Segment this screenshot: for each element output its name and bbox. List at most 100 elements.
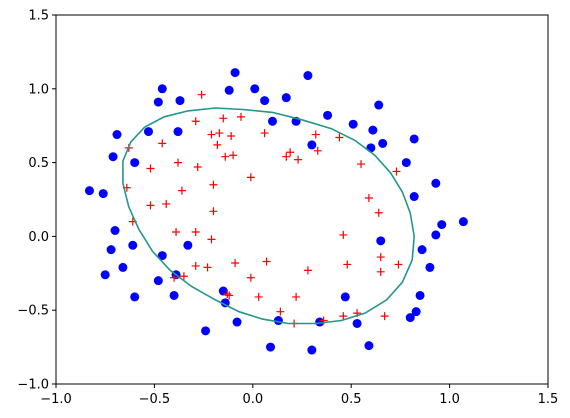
y-axis: −1.0 −0.5 0.0 0.5 1.0 1.5: [17, 9, 56, 393]
scatter-point-circle: [98, 189, 108, 199]
scatter-point-plus: [191, 117, 200, 126]
scatter-point-plus: [197, 90, 206, 99]
scatter-point-plus: [339, 230, 348, 239]
scatter-point-plus: [343, 260, 352, 269]
scatter-point-plus: [236, 112, 245, 121]
scatter-point-circle: [130, 292, 140, 302]
scatter-point-circle: [409, 134, 419, 144]
scatter-point-plus: [276, 307, 285, 316]
scatter-point-plus: [262, 257, 271, 266]
scatter-point-plus: [209, 207, 218, 216]
scatter-point-circle: [307, 345, 317, 355]
scatter-point-plus: [260, 129, 269, 138]
scatter-point-circle: [183, 240, 193, 250]
scatter-point-circle: [458, 217, 468, 227]
scatter-point-plus: [213, 140, 222, 149]
x-tick-label: 0.5: [341, 392, 362, 407]
scatter-point-circle: [409, 192, 419, 202]
scatter-point-circle: [366, 143, 376, 153]
scatter-point-circle: [364, 341, 374, 351]
scatter-point-plus: [292, 292, 301, 301]
scatter-point-circle: [425, 262, 435, 272]
y-tick-label: −1.0: [17, 378, 49, 393]
scatter-point-circle: [348, 119, 358, 129]
scatter-point-plus: [225, 291, 234, 300]
scatter-point-plus: [193, 163, 202, 172]
scatter-point-circle: [266, 342, 276, 352]
scatter-point-circle: [411, 307, 421, 317]
scatter-point-circle: [173, 127, 183, 137]
scatter-point-plus: [191, 227, 200, 236]
scatter-point-plus: [335, 133, 344, 142]
scatter-point-circle: [118, 262, 128, 272]
scatter-point-circle: [153, 97, 163, 107]
scatter-point-plus: [179, 272, 188, 281]
scatter-point-circle: [417, 245, 427, 255]
scatter-point-plus: [203, 263, 212, 272]
scatter-point-circle: [260, 96, 270, 106]
scatter-point-plus: [380, 312, 389, 321]
scatter-point-plus: [207, 130, 216, 139]
scatter-point-circle: [405, 313, 415, 323]
scatter-point-plus: [219, 114, 228, 123]
scatter-point-circle: [169, 290, 179, 300]
x-tick-label: 1.5: [538, 392, 559, 407]
scatter-point-circle: [281, 93, 291, 103]
scatter-point-plus: [191, 261, 200, 270]
scatter-point-plus: [227, 132, 236, 141]
scatter-point-plus: [313, 146, 322, 155]
scatter-point-plus: [357, 160, 366, 169]
scatter-point-circle: [128, 240, 138, 250]
scatter-point-circle: [84, 186, 94, 196]
scatter-point-plus: [376, 253, 385, 262]
scatter-point-plus: [215, 129, 224, 138]
scatter-point-circle: [374, 100, 384, 110]
x-tick-label: 1.0: [439, 392, 460, 407]
scatter-point-plus: [207, 235, 216, 244]
scatter-point-circle: [157, 251, 167, 261]
scatter-point-circle: [303, 71, 313, 81]
scatter-point-circle: [315, 317, 325, 327]
axes-frame: [55, 14, 549, 385]
scatter-point-plus: [221, 152, 230, 161]
scatter-point-circle: [110, 225, 120, 235]
scatter-point-plus: [146, 201, 155, 210]
scatter-point-circle: [352, 318, 362, 328]
scatter-point-circle: [431, 178, 441, 188]
scatter-point-circle: [378, 138, 388, 148]
scatter-point-circle: [401, 158, 411, 168]
scatter-point-circle: [307, 140, 317, 150]
scatter-point-plus: [282, 152, 291, 161]
scatter-point-circle: [323, 110, 333, 120]
scatter-point-plus: [162, 199, 171, 208]
scatter-point-circle: [130, 158, 140, 168]
scatter-point-plus: [339, 312, 348, 321]
y-tick-label: 1.5: [28, 9, 49, 24]
scatter-point-plus: [394, 260, 403, 269]
scatter-point-plus: [374, 208, 383, 217]
scatter-point-circle: [415, 290, 425, 300]
scatter-point-circle: [143, 127, 153, 137]
scatter-point-circle: [153, 276, 163, 286]
x-tick-label: 0.0: [242, 392, 263, 407]
scatter-point-plus: [172, 227, 181, 236]
y-tick-label: 1.0: [28, 82, 49, 97]
scatter-point-circle: [201, 326, 211, 336]
scatter-point-plus: [376, 267, 385, 276]
y-tick-label: 0.0: [28, 230, 49, 245]
scatter-point-plus: [146, 164, 155, 173]
scatter-point-circle: [267, 116, 277, 126]
scatter-point-plus: [170, 273, 179, 282]
scatter-point-circle: [340, 292, 350, 302]
scatter-point-circle: [230, 68, 240, 78]
scatter-point-circle: [108, 152, 118, 162]
scatter-point-circle: [100, 270, 110, 280]
scatter-point-plus: [254, 292, 263, 301]
scatter-point-plus: [158, 139, 167, 148]
x-tick-label: −0.5: [139, 392, 171, 407]
scatter-point-plus: [231, 258, 240, 267]
y-tick-label: −0.5: [17, 304, 49, 319]
scatter-point-plus: [392, 167, 401, 176]
scatter-point-plus: [246, 173, 255, 182]
